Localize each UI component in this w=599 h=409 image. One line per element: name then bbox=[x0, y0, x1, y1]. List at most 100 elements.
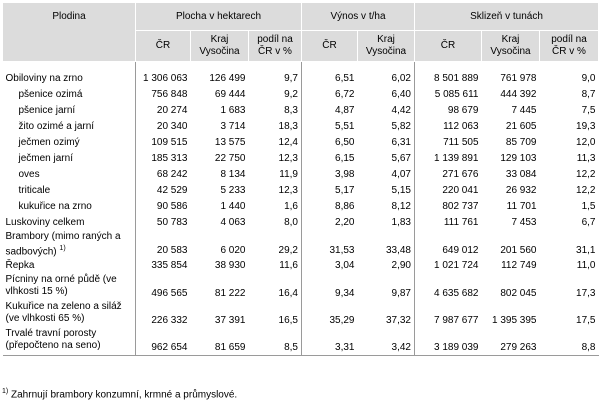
cell-value: 68 242 bbox=[135, 167, 191, 183]
subheader-harvest-share: podíl na ČR v % bbox=[539, 30, 599, 62]
cell-value: 9,0 bbox=[581, 73, 596, 84]
table-row: Řepka 335 854 38 930 11,6 3,04 2,90 1 021 724 1… bbox=[3, 258, 599, 275]
row-label-text: Trvalé travní porosty (přepočteno na sen… bbox=[5, 328, 101, 352]
header-crop: Plodina bbox=[2, 2, 136, 62]
cell-value: 4,42 bbox=[391, 105, 411, 116]
row-label: Obiloviny na zrno bbox=[3, 62, 136, 88]
table-row: pšenice jarní 20 274 1 683 8,3 4,87 4,42 98 67… bbox=[3, 103, 599, 119]
cell-value: 9,2 bbox=[284, 89, 298, 100]
cell-value: 98 679 bbox=[414, 103, 482, 119]
cell-value: 112 749 bbox=[501, 260, 537, 272]
cell-value: 496 565 bbox=[135, 274, 191, 302]
cell-value: 17,5 bbox=[576, 315, 596, 327]
table-row: ječmen jarní 185 313 22 750 12,3 6,15 5,67 1 1… bbox=[3, 151, 599, 167]
cell-value: 7 987 677 bbox=[414, 301, 482, 329]
table-row: Brambory (mimo raných a sadbových) 1) 20 … bbox=[3, 231, 599, 259]
cell-value: 3,04 bbox=[301, 258, 358, 275]
cell-value: 8,86 bbox=[301, 199, 358, 215]
cell-value: 1,6 bbox=[284, 201, 298, 212]
cell-value: 11,3 bbox=[576, 153, 596, 164]
table-row: Luskoviny celkem 50 783 4 063 8,0 2,20 1,83 11… bbox=[3, 215, 599, 231]
cell-value: 6,50 bbox=[301, 135, 358, 151]
cell-value: 1 306 063 bbox=[135, 61, 191, 87]
cell-value: 444 392 bbox=[500, 89, 537, 100]
table-row: Kukuřice na zeleno a siláž (ve vlhkosti … bbox=[3, 301, 599, 329]
row-label-text: pšenice ozimá bbox=[18, 89, 83, 100]
cell-value: 7 453 bbox=[511, 217, 537, 228]
cell-value: 4 063 bbox=[220, 217, 246, 228]
table-row: triticale 42 529 5 233 12,3 5,17 5,15 220 041 2… bbox=[3, 183, 599, 199]
cell-value: 42 529 bbox=[135, 183, 191, 199]
cell-value: 6,72 bbox=[301, 87, 358, 103]
footnote-ref: 1) bbox=[59, 245, 66, 252]
cell-value: 8,0 bbox=[284, 217, 298, 228]
cell-value: 6,02 bbox=[391, 73, 411, 84]
cell-value: 6 020 bbox=[220, 245, 246, 257]
cell-value: 11,6 bbox=[279, 260, 298, 272]
cell-value: 112 063 bbox=[414, 119, 482, 135]
cell-value: 2,90 bbox=[391, 260, 411, 272]
cell-value: 11,0 bbox=[576, 260, 596, 272]
row-label-text: Pícniny na orné půdě (ve vlhkosti 15 %) bbox=[5, 274, 117, 298]
cell-value: 5 233 bbox=[220, 185, 246, 196]
subheader-yield-region: Kraj Vysočina bbox=[357, 30, 415, 62]
cell-value: 12,0 bbox=[576, 137, 596, 148]
cell-value: 8,7 bbox=[581, 89, 596, 100]
row-label-text: triticale bbox=[18, 185, 51, 196]
cell-value: 185 313 bbox=[135, 151, 191, 167]
row-label: Trvalé travní porosty (přepočteno na sen… bbox=[2, 328, 136, 357]
cell-value: 8 501 889 bbox=[414, 61, 482, 87]
table-row: oves 68 242 8 134 11,9 3,98 4,07 271 676 33 084… bbox=[3, 167, 599, 183]
cell-value: 6,40 bbox=[391, 89, 411, 100]
cell-value: 3 189 039 bbox=[414, 328, 482, 357]
cell-value: 761 978 bbox=[500, 73, 537, 84]
table-row: Trvalé travní porosty (přepočteno na sen… bbox=[2, 328, 599, 357]
cell-value: 11 701 bbox=[506, 201, 537, 212]
row-label: triticale bbox=[3, 183, 136, 199]
cell-value: 8,12 bbox=[391, 201, 411, 212]
cell-value: 29,2 bbox=[278, 245, 298, 257]
cell-value: 12,3 bbox=[278, 185, 298, 196]
row-label: Pícniny na orné půdě (ve vlhkosti 15 %) bbox=[3, 274, 136, 301]
row-label: ječmen jarní bbox=[3, 151, 136, 167]
cell-value: 962 654 bbox=[135, 328, 191, 357]
cell-value: 220 041 bbox=[414, 183, 482, 199]
cell-value: 1 683 bbox=[220, 105, 246, 116]
cell-value: 5,51 bbox=[301, 119, 358, 135]
subheader-area-cr: ČR bbox=[135, 30, 191, 62]
cell-value: 5,82 bbox=[391, 121, 411, 132]
cell-value: 111 761 bbox=[414, 215, 482, 231]
subheader-area-region: Kraj Vysočina bbox=[190, 30, 249, 62]
row-label: pšenice jarní bbox=[3, 103, 136, 119]
row-label: žito ozimé a jarní bbox=[3, 119, 136, 135]
cell-value: 11,9 bbox=[279, 169, 298, 180]
row-label-text: oves bbox=[18, 169, 40, 180]
cell-value: 9,87 bbox=[391, 288, 411, 300]
cell-value: 37 391 bbox=[214, 315, 246, 327]
subheader-area-share: podíl na ČR v % bbox=[248, 30, 302, 62]
cell-value: 226 332 bbox=[135, 301, 191, 329]
table-row: Pícniny na orné půdě (ve vlhkosti 15 %) 4… bbox=[3, 274, 599, 302]
cell-value: 12,4 bbox=[278, 137, 298, 148]
cell-value: 16,5 bbox=[278, 315, 298, 327]
cell-value: 201 560 bbox=[500, 245, 537, 257]
cell-value: 7 445 bbox=[511, 105, 537, 116]
cell-value: 756 848 bbox=[135, 87, 191, 103]
cell-value: 8,3 bbox=[284, 105, 298, 116]
cell-value: 2,20 bbox=[301, 215, 358, 231]
cell-value: 711 505 bbox=[414, 135, 482, 151]
row-label: oves bbox=[3, 167, 136, 183]
cell-value: 50 783 bbox=[135, 215, 191, 231]
cell-value: 5,15 bbox=[391, 185, 411, 196]
cell-value: 20 583 bbox=[135, 231, 191, 259]
cell-value: 38 930 bbox=[214, 260, 246, 272]
row-label-text: ječmen ozimý bbox=[18, 137, 80, 148]
row-label-text: žito ozimé a jarní bbox=[18, 121, 95, 132]
cell-value: 8,8 bbox=[539, 328, 599, 357]
cell-value: 3,42 bbox=[357, 328, 415, 357]
cell-value: 4,87 bbox=[301, 103, 358, 119]
cell-value: 6,15 bbox=[301, 151, 358, 167]
cell-value: 13 575 bbox=[214, 137, 246, 148]
row-label-text: Brambory (mimo raných a sadbových) bbox=[5, 231, 121, 258]
